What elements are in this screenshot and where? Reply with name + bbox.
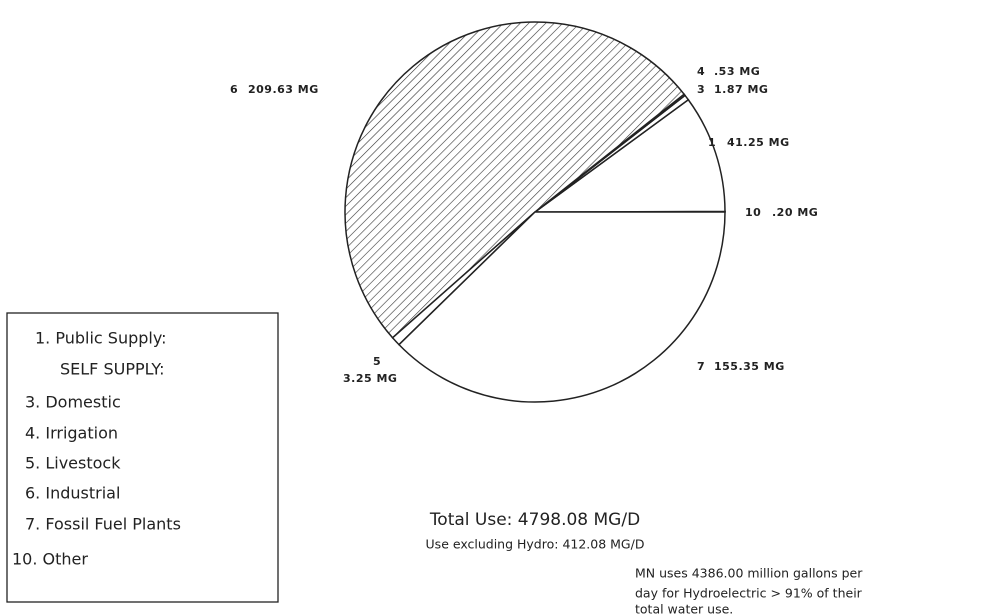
note-line: total water use. xyxy=(635,602,733,614)
legend-item: SELF SUPPLY: xyxy=(60,360,164,379)
slice-value-label: 3.25 MG xyxy=(343,372,397,385)
slice-value-label: 209.63 MG xyxy=(248,83,319,96)
slice-value-label: .53 MG xyxy=(714,65,760,78)
slice-value-label: 1.87 MG xyxy=(714,83,768,96)
slice-category: 6 xyxy=(230,83,238,96)
slice-value-label: 155.35 MG xyxy=(714,360,785,373)
slice-category: 5 xyxy=(373,355,381,368)
total-use: Total Use: 4798.08 MG/D xyxy=(429,510,640,530)
legend-item: 5. Livestock xyxy=(25,454,121,473)
subtotal: Use excluding Hydro: 412.08 MG/D xyxy=(426,537,645,552)
pie-slice xyxy=(344,21,686,339)
slice-category: 3 xyxy=(697,83,705,96)
slice-category: 1 xyxy=(708,136,716,149)
legend-item: 3. Domestic xyxy=(25,393,121,412)
legend-item: 1. Public Supply: xyxy=(35,329,167,348)
legend-item: 10. Other xyxy=(12,550,88,569)
pie-slice xyxy=(397,211,726,403)
pie-slice xyxy=(532,98,726,213)
slice-value-label: .20 MG xyxy=(772,206,818,219)
legend-item: 4. Irrigation xyxy=(25,424,118,443)
note-line: MN uses 4386.00 million gallons per xyxy=(635,566,863,581)
slice-category: 4 xyxy=(697,65,705,78)
slice-value-label: 41.25 MG xyxy=(727,136,790,149)
slice-category: 7 xyxy=(697,360,705,373)
legend-box xyxy=(6,312,279,603)
slice-category: 10 xyxy=(745,206,761,219)
legend-item: 7. Fossil Fuel Plants xyxy=(25,515,181,534)
legend-item: 6. Industrial xyxy=(25,484,120,503)
note-line: day for Hydroelectric > 91% of their xyxy=(635,586,863,601)
